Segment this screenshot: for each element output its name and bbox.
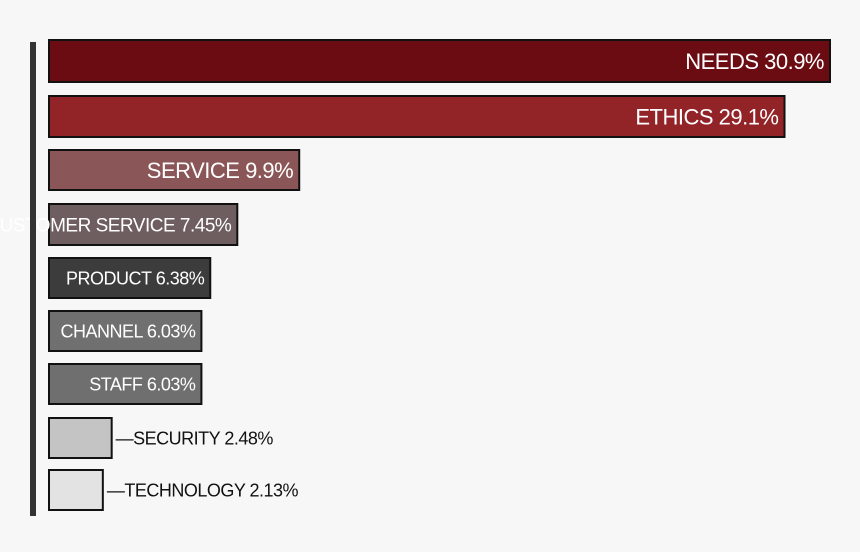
- bar-label-needs: NEEDS 30.9%: [685, 49, 824, 74]
- bar-product: [48, 257, 212, 299]
- bar-technology: [48, 469, 104, 511]
- bar-service: [48, 149, 301, 191]
- bar-label-staff: STAFF 6.03%: [89, 374, 196, 394]
- bar-labels-group: NEEDS 30.9% ETHICS 29.1% SERVICE 9.9% CUSTO…: [0, 49, 825, 501]
- bar-label-channel: CHANNEL 6.03%: [61, 321, 196, 341]
- bar-customer-service: [48, 203, 239, 246]
- bar-label-technology: —TECHNOLOGY 2.13%: [107, 480, 299, 500]
- bar-staff: [48, 363, 203, 405]
- bar-security: [48, 417, 113, 459]
- bar-label-product: PRODUCT 6.38%: [66, 268, 205, 288]
- bars-group: [48, 39, 831, 511]
- bar-label-service: SERVICE 9.9%: [147, 158, 293, 183]
- bar-label-security: —SECURITY 2.48%: [116, 428, 274, 448]
- y-axis-line: [30, 42, 36, 516]
- bar-channel: [48, 310, 203, 352]
- bar-needs: [48, 39, 831, 83]
- bar-label-ethics: ETHICS 29.1%: [635, 104, 778, 129]
- bar-label-customer-service: CUSTOMER SERVICE 7.45%: [0, 215, 232, 236]
- bar-ethics: [48, 95, 786, 138]
